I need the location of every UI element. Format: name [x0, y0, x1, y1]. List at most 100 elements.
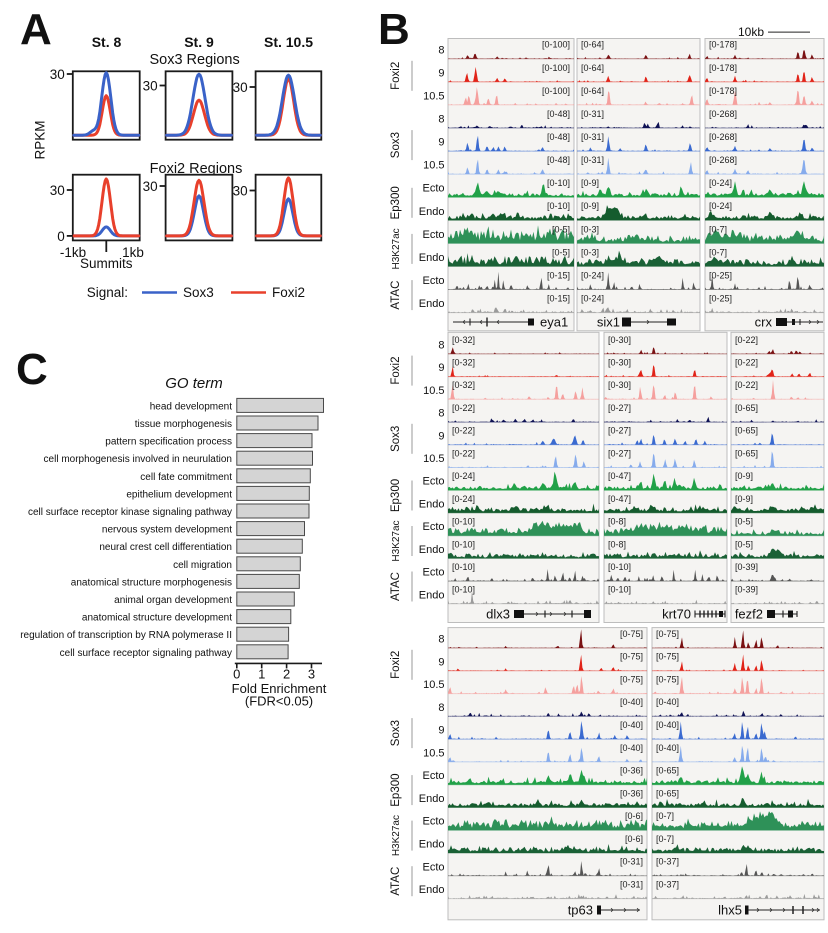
svg-text:[0-31]: [0-31] [581, 109, 604, 119]
svg-text:[0-100]: [0-100] [542, 86, 570, 96]
svg-text:30: 30 [233, 80, 248, 95]
svg-text:[0-31]: [0-31] [581, 132, 604, 142]
svg-text:H3K27ac: H3K27ac [391, 520, 402, 561]
svg-text:Sox3 Regions: Sox3 Regions [149, 52, 239, 68]
svg-text:Endo: Endo [419, 498, 445, 510]
svg-text:Foxi2: Foxi2 [390, 62, 402, 90]
svg-text:[0-24]: [0-24] [581, 294, 604, 304]
svg-text:9: 9 [438, 362, 444, 374]
svg-text:[0-22]: [0-22] [735, 358, 758, 368]
svg-text:Endo: Endo [419, 884, 445, 896]
svg-text:A: A [20, 5, 52, 54]
svg-text:[0-30]: [0-30] [608, 380, 631, 390]
svg-text:0: 0 [57, 229, 65, 244]
svg-text:[0-9]: [0-9] [581, 178, 599, 188]
svg-text:tp63: tp63 [568, 903, 593, 918]
svg-text:9: 9 [438, 725, 444, 737]
svg-text:Fold Enrichment: Fold Enrichment [232, 681, 327, 696]
svg-text:[0-27]: [0-27] [608, 426, 631, 436]
svg-text:9: 9 [438, 137, 444, 149]
svg-text:Endo: Endo [419, 252, 445, 264]
svg-text:cell fate commitment: cell fate commitment [140, 472, 232, 483]
svg-text:0: 0 [233, 666, 240, 681]
svg-text:[0-40]: [0-40] [656, 743, 679, 753]
svg-text:10kb: 10kb [738, 25, 764, 39]
svg-text:8: 8 [438, 339, 444, 351]
svg-text:[0-65]: [0-65] [656, 766, 679, 776]
svg-text:[0-31]: [0-31] [620, 857, 643, 867]
svg-text:[0-5]: [0-5] [735, 517, 753, 527]
svg-text:[0-32]: [0-32] [452, 358, 475, 368]
svg-text:anatomical structure morphogen: anatomical structure morphogenesis [71, 577, 232, 588]
svg-text:[0-48]: [0-48] [547, 109, 570, 119]
svg-text:Summits: Summits [80, 256, 133, 271]
svg-text:[0-10]: [0-10] [608, 585, 631, 595]
svg-text:[0-7]: [0-7] [709, 224, 727, 234]
svg-text:[0-7]: [0-7] [656, 834, 674, 844]
svg-text:[0-10]: [0-10] [608, 562, 631, 572]
svg-text:[0-22]: [0-22] [452, 403, 475, 413]
svg-text:9: 9 [438, 430, 444, 442]
svg-text:-1kb: -1kb [60, 245, 86, 260]
svg-text:8: 8 [438, 702, 444, 714]
svg-text:[0-6]: [0-6] [625, 811, 643, 821]
svg-text:Ecto: Ecto [422, 816, 444, 828]
svg-text:[0-65]: [0-65] [735, 403, 758, 413]
svg-text:[0-24]: [0-24] [581, 270, 604, 280]
svg-text:eya1: eya1 [540, 315, 568, 330]
svg-text:10.5: 10.5 [423, 90, 444, 102]
svg-text:[0-65]: [0-65] [735, 426, 758, 436]
svg-text:cell surface receptor signalin: cell surface receptor signaling pathway [60, 648, 232, 659]
svg-text:9: 9 [438, 67, 444, 79]
svg-text:Endo: Endo [419, 206, 445, 218]
svg-text:Ep300: Ep300 [390, 773, 402, 806]
svg-text:[0-22]: [0-22] [735, 380, 758, 390]
svg-text:[0-36]: [0-36] [620, 788, 643, 798]
svg-text:[0-40]: [0-40] [620, 720, 643, 730]
svg-text:head development: head development [150, 401, 233, 412]
svg-text:8: 8 [438, 408, 444, 420]
svg-text:H3K27ac: H3K27ac [391, 815, 402, 856]
svg-text:[0-75]: [0-75] [620, 629, 643, 639]
svg-text:crx: crx [755, 315, 773, 330]
svg-text:ATAC: ATAC [390, 867, 402, 896]
svg-text:[0-8]: [0-8] [608, 517, 626, 527]
svg-text:10.5: 10.5 [423, 679, 444, 691]
svg-text:9: 9 [438, 656, 444, 668]
svg-text:[0-65]: [0-65] [735, 448, 758, 458]
svg-text:[0-100]: [0-100] [542, 40, 570, 50]
svg-text:GO term: GO term [165, 375, 223, 392]
svg-text:[0-15]: [0-15] [547, 270, 570, 280]
svg-text:pattern specification process: pattern specification process [105, 437, 232, 448]
svg-text:10.5: 10.5 [423, 160, 444, 172]
svg-text:[0-31]: [0-31] [581, 155, 604, 165]
svg-text:[0-10]: [0-10] [452, 517, 475, 527]
svg-text:1: 1 [258, 666, 265, 681]
svg-text:[0-268]: [0-268] [709, 109, 737, 119]
svg-text:30: 30 [50, 67, 65, 82]
svg-text:[0-48]: [0-48] [547, 155, 570, 165]
svg-text:10.5: 10.5 [423, 385, 444, 397]
svg-text:30: 30 [143, 179, 158, 194]
svg-text:nervous system development: nervous system development [102, 525, 232, 536]
svg-text:8: 8 [438, 114, 444, 126]
svg-text:lhx5: lhx5 [718, 903, 742, 918]
svg-text:30: 30 [50, 183, 65, 198]
svg-text:six1: six1 [597, 315, 620, 330]
svg-text:[0-10]: [0-10] [547, 178, 570, 188]
svg-text:St. 9: St. 9 [184, 34, 214, 50]
svg-text:[0-75]: [0-75] [656, 652, 679, 662]
svg-text:[0-40]: [0-40] [656, 720, 679, 730]
svg-text:Foxi2: Foxi2 [390, 651, 402, 679]
svg-text:[0-24]: [0-24] [709, 178, 732, 188]
svg-text:[0-24]: [0-24] [452, 494, 475, 504]
svg-text:[0-3]: [0-3] [581, 224, 599, 234]
svg-text:[0-10]: [0-10] [452, 539, 475, 549]
svg-text:cell migration: cell migration [173, 560, 232, 571]
svg-text:[0-47]: [0-47] [608, 494, 631, 504]
svg-text:Ecto: Ecto [422, 567, 444, 579]
svg-text:[0-100]: [0-100] [542, 63, 570, 73]
svg-text:ATAC: ATAC [390, 281, 402, 310]
svg-text:Ecto: Ecto [422, 275, 444, 287]
svg-text:Sox3: Sox3 [390, 132, 402, 158]
